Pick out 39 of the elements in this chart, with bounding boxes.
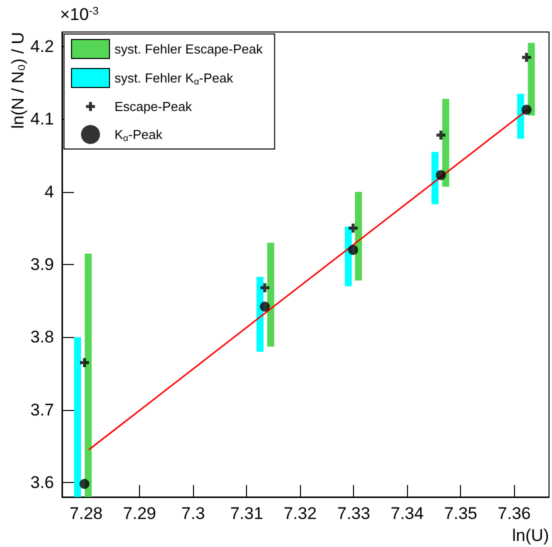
y-axis-title: ln(N / N₀) / U (8, 32, 28, 129)
x-tick-label: 7.29 (123, 504, 156, 523)
x-tick-label: 7.32 (284, 504, 317, 523)
bar (432, 152, 439, 204)
point (80, 358, 89, 368)
point (260, 283, 270, 292)
bar (354, 192, 362, 280)
x-tick-label: 7.31 (230, 504, 264, 523)
y-tick-label: 4.2 (30, 37, 54, 56)
y-tick-label: 3.9 (30, 255, 54, 274)
legend-label: Escape-Peak (114, 99, 192, 114)
bar (442, 98, 450, 187)
y-tick-label: 3.7 (30, 400, 54, 420)
bar (267, 242, 274, 347)
point (522, 104, 532, 115)
point (522, 52, 532, 62)
x-tick-label: 7.36 (498, 504, 531, 523)
point (79, 478, 90, 489)
bar (528, 42, 535, 116)
x-tick-label: 7.3 (181, 504, 205, 523)
y-tick-label: 3.6 (30, 472, 54, 492)
bar (74, 337, 82, 497)
point (348, 244, 358, 255)
x-tick-label: 7.28 (70, 504, 103, 523)
bar (256, 276, 264, 352)
point (436, 130, 446, 140)
point (436, 170, 446, 180)
x-axis-title: ln(U) (512, 526, 549, 545)
bar (517, 94, 524, 139)
point (348, 224, 358, 233)
bar (84, 254, 92, 497)
point (260, 302, 270, 312)
x-tick-label: 7.35 (444, 504, 478, 523)
x-tick-label: 7.33 (337, 504, 370, 523)
x-tick-label: 7.34 (390, 504, 424, 523)
legend-label: syst. Fehler Escape-Peak (114, 42, 264, 56)
y-tick-label: 3.8 (30, 328, 54, 347)
y-tick-label: 4.1 (30, 110, 54, 129)
y-tick-label: 4 (44, 182, 54, 202)
